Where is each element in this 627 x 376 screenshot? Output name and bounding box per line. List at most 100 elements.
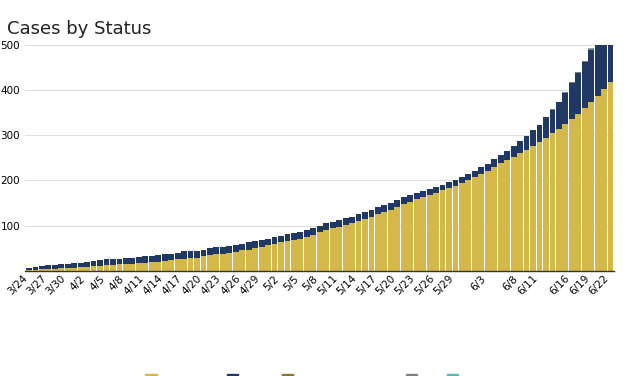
- Bar: [246, 250, 251, 271]
- Text: Cases by Status: Cases by Status: [8, 20, 152, 38]
- Bar: [136, 263, 142, 271]
- Bar: [524, 136, 529, 150]
- Bar: [65, 268, 71, 271]
- Bar: [181, 259, 187, 271]
- Bar: [362, 212, 368, 219]
- Bar: [285, 234, 290, 241]
- Bar: [201, 256, 206, 271]
- Bar: [168, 260, 174, 271]
- Bar: [556, 129, 562, 271]
- Bar: [175, 259, 181, 271]
- Bar: [84, 262, 90, 267]
- Bar: [608, 6, 613, 7]
- Bar: [304, 237, 310, 271]
- Bar: [556, 102, 562, 129]
- Bar: [162, 261, 167, 271]
- Legend: Recovered, Home, Hospital (non-ICU), ICU, Death: Recovered, Home, Hospital (non-ICU), ICU…: [141, 371, 498, 376]
- Bar: [537, 142, 542, 271]
- Bar: [576, 72, 581, 73]
- Bar: [336, 226, 342, 271]
- Bar: [582, 61, 587, 62]
- Bar: [601, 20, 607, 21]
- Bar: [569, 82, 575, 83]
- Bar: [414, 193, 419, 199]
- Bar: [408, 195, 413, 202]
- Bar: [414, 199, 419, 271]
- Bar: [117, 259, 122, 264]
- Bar: [478, 167, 484, 174]
- Bar: [511, 146, 517, 157]
- Bar: [485, 171, 491, 271]
- Bar: [543, 117, 549, 138]
- Bar: [440, 185, 445, 190]
- Bar: [155, 255, 161, 262]
- Bar: [194, 251, 200, 258]
- Bar: [472, 177, 478, 271]
- Bar: [369, 210, 374, 217]
- Bar: [271, 244, 277, 271]
- Bar: [492, 159, 497, 167]
- Bar: [207, 255, 213, 271]
- Bar: [453, 186, 458, 271]
- Bar: [433, 193, 439, 271]
- Bar: [356, 221, 361, 271]
- Bar: [336, 220, 342, 226]
- Bar: [588, 48, 594, 49]
- Bar: [187, 251, 193, 258]
- Bar: [58, 268, 64, 271]
- Bar: [517, 153, 523, 271]
- Bar: [465, 174, 472, 180]
- Bar: [240, 244, 245, 250]
- Bar: [588, 50, 594, 102]
- Bar: [549, 109, 556, 110]
- Bar: [213, 247, 219, 255]
- Bar: [278, 235, 284, 242]
- Bar: [504, 151, 510, 160]
- Bar: [265, 246, 271, 271]
- Bar: [58, 264, 64, 268]
- Bar: [330, 228, 335, 271]
- Bar: [123, 264, 129, 271]
- Bar: [446, 182, 452, 188]
- Bar: [543, 138, 549, 271]
- Bar: [582, 108, 587, 271]
- Bar: [297, 239, 303, 271]
- Bar: [381, 205, 387, 212]
- Bar: [91, 266, 97, 271]
- Bar: [427, 195, 433, 271]
- Bar: [291, 233, 297, 240]
- Bar: [213, 255, 219, 271]
- Bar: [356, 214, 361, 221]
- Bar: [129, 264, 135, 271]
- Bar: [498, 155, 503, 163]
- Bar: [252, 241, 258, 248]
- Bar: [478, 174, 484, 271]
- Bar: [117, 264, 122, 271]
- Bar: [588, 102, 594, 271]
- Bar: [136, 257, 142, 263]
- Bar: [142, 262, 148, 271]
- Bar: [492, 167, 497, 271]
- Bar: [52, 265, 58, 269]
- Bar: [330, 222, 335, 228]
- Bar: [349, 223, 355, 271]
- Bar: [601, 22, 607, 89]
- Bar: [317, 226, 323, 232]
- Bar: [26, 268, 32, 270]
- Bar: [608, 9, 613, 82]
- Bar: [517, 141, 523, 153]
- Bar: [226, 253, 232, 271]
- Bar: [91, 261, 97, 266]
- Bar: [595, 36, 601, 96]
- Bar: [530, 146, 536, 271]
- Bar: [343, 218, 349, 225]
- Bar: [240, 250, 245, 271]
- Bar: [324, 223, 329, 230]
- Bar: [33, 270, 38, 271]
- Bar: [440, 190, 445, 271]
- Bar: [52, 269, 58, 271]
- Bar: [187, 258, 193, 271]
- Bar: [201, 250, 206, 256]
- Bar: [427, 189, 433, 195]
- Bar: [246, 242, 251, 250]
